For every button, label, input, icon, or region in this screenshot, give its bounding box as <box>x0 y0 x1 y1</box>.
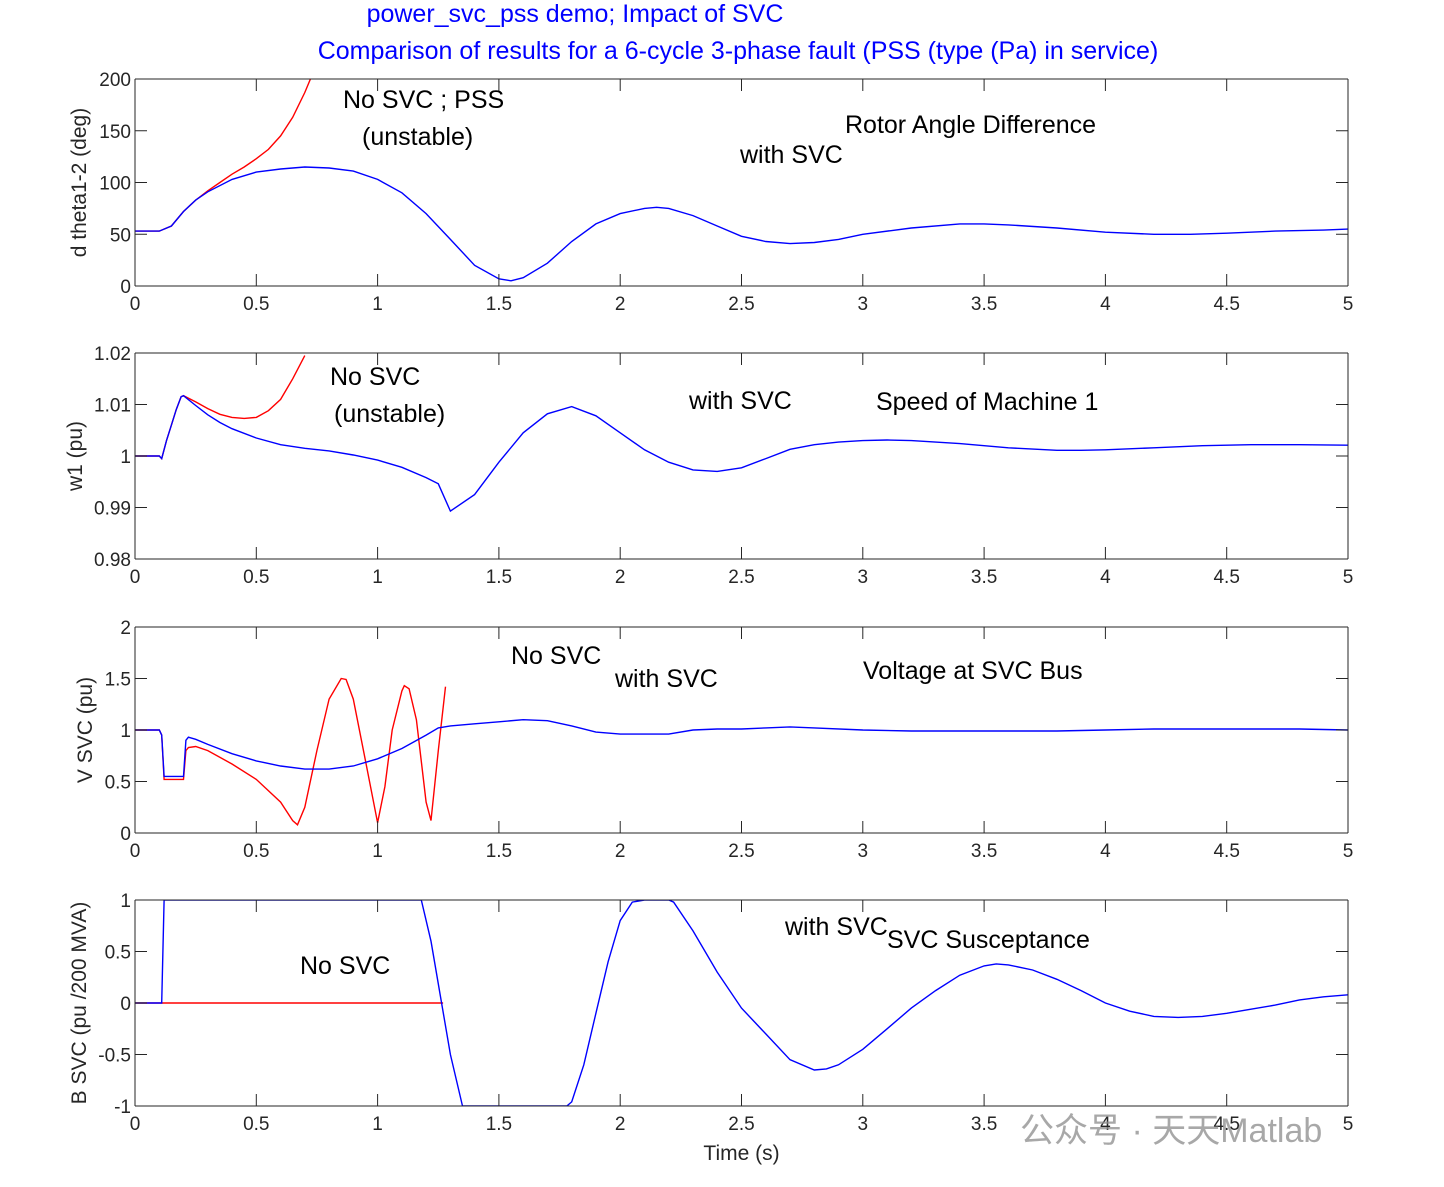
annotation-text: (unstable) <box>334 400 445 428</box>
x-tick-label: 2 <box>615 1114 626 1135</box>
y-tick-label: 0.99 <box>94 499 131 520</box>
x-tick-label: 4 <box>1100 841 1111 862</box>
subplot-2: 0 0.5 1 1.5 2 2.5 3 3.5 4 4.5 5 0.98 0.99 1 1.01 1.02 w1… <box>64 344 1353 588</box>
annotation-text: with SVC <box>784 913 888 941</box>
y-tick-label: 0.98 <box>94 550 131 571</box>
x-tick-label: 1.5 <box>486 294 512 315</box>
y-tick-label: 1 <box>120 721 131 742</box>
y-tick-label: 0.5 <box>105 943 131 964</box>
x-tick-label: 0 <box>130 567 141 588</box>
series-line-with-svc <box>135 718 1348 778</box>
x-tick-label: 4.5 <box>1213 567 1239 588</box>
x-axis-label: Time (s) <box>703 1142 779 1165</box>
x-tick-label: 2.5 <box>728 567 754 588</box>
x-tick-label: 1 <box>372 567 383 588</box>
y-tick-label: 1.5 <box>105 670 131 691</box>
x-tick-label: 1 <box>372 841 383 862</box>
series-line-with-svc <box>135 394 1348 513</box>
y-tick-label: 0.5 <box>105 773 131 794</box>
x-tick-label: 4.5 <box>1213 841 1239 862</box>
x-tick-label: 3 <box>858 1114 869 1135</box>
y-tick-label: 1 <box>120 447 131 468</box>
subplot-4: 0 0.5 1 1.5 2 2.5 3 3.5 4 4.5 5 -1 -0.5 0 0.5 1 B SVC (p… <box>68 891 1353 1165</box>
annotation-text: with SVC <box>688 387 792 415</box>
y-axis-label: d theta1-2 (deg) <box>68 108 91 257</box>
x-tick-label: 2 <box>615 567 626 588</box>
x-tick-label: 1.5 <box>486 1114 512 1135</box>
x-tick-label: 1 <box>372 294 383 315</box>
series-line-no-svc <box>135 79 312 232</box>
x-tick-label: 3 <box>858 294 869 315</box>
x-tick-label: 3.5 <box>971 1114 997 1135</box>
x-tick-label: 0.5 <box>243 1114 269 1135</box>
annotation-text: No SVC <box>511 642 601 670</box>
series-line-no-svc <box>135 355 306 461</box>
x-tick-label: 0 <box>130 841 141 862</box>
x-tick-label: 3 <box>858 841 869 862</box>
x-tick-label: 5 <box>1343 567 1354 588</box>
watermark: 公众号 · 天天Matlab <box>1020 1112 1322 1150</box>
x-tick-label: 1 <box>372 1114 383 1135</box>
y-tick-label: 150 <box>99 122 131 143</box>
x-tick-label: 2 <box>615 841 626 862</box>
y-tick-label: 50 <box>110 225 131 246</box>
y-tick-label: 0 <box>120 824 131 845</box>
annotation-text: No SVC ; PSS <box>343 86 504 114</box>
annotation-text: Speed of Machine 1 <box>876 388 1098 416</box>
x-tick-label: 5 <box>1343 294 1354 315</box>
y-tick-label: 1.01 <box>94 396 131 417</box>
annotation-text: with SVC <box>739 141 843 169</box>
y-tick-label: 200 <box>99 70 131 91</box>
annotation-text: Rotor Angle Difference <box>845 111 1096 139</box>
x-tick-label: 1.5 <box>486 841 512 862</box>
y-tick-label: 0 <box>120 994 131 1015</box>
series-line-no-svc <box>135 677 447 826</box>
x-tick-label: 0.5 <box>243 841 269 862</box>
x-tick-label: 4 <box>1100 1114 1111 1135</box>
annotation-text: No SVC <box>330 363 420 391</box>
x-tick-label: 5 <box>1343 1114 1354 1135</box>
x-tick-label: 0 <box>130 1114 141 1135</box>
x-tick-label: 4 <box>1100 567 1111 588</box>
x-tick-label: 2.5 <box>728 294 754 315</box>
x-tick-label: 2.5 <box>728 841 754 862</box>
x-tick-label: 5 <box>1343 841 1354 862</box>
x-tick-label: 4.5 <box>1213 1114 1239 1135</box>
x-tick-label: 3.5 <box>971 567 997 588</box>
annotation-text: with SVC <box>614 665 718 693</box>
x-tick-label: 0.5 <box>243 567 269 588</box>
x-tick-label: 3 <box>858 567 869 588</box>
y-tick-label: -1 <box>114 1097 131 1118</box>
annotation-text: (unstable) <box>362 123 473 151</box>
x-tick-label: 2 <box>615 294 626 315</box>
y-tick-label: 1.02 <box>94 344 131 365</box>
y-axis-label: B SVC (pu /200 MVA) <box>68 902 91 1105</box>
x-tick-label: 1.5 <box>486 567 512 588</box>
x-tick-label: 4 <box>1100 294 1111 315</box>
series-line-with-svc <box>135 900 1348 1106</box>
x-tick-label: 2.5 <box>728 1114 754 1135</box>
annotation-text: Voltage at SVC Bus <box>863 657 1083 685</box>
title-line-1: power_svc_pss demo; Impact of SVC <box>367 0 784 28</box>
y-axis-label: V SVC (pu) <box>74 677 97 783</box>
y-tick-label: 100 <box>99 174 131 195</box>
x-tick-label: 0.5 <box>243 294 269 315</box>
series-line-with-svc <box>135 166 1348 282</box>
x-tick-label: 4.5 <box>1213 294 1239 315</box>
y-tick-label: 0 <box>120 277 131 298</box>
x-tick-label: 3.5 <box>971 294 997 315</box>
x-tick-label: 0 <box>130 294 141 315</box>
annotation-text: No SVC <box>300 952 390 980</box>
y-axis-label: w1 (pu) <box>64 421 87 492</box>
annotation-text: SVC Susceptance <box>887 926 1090 954</box>
y-tick-label: 1 <box>120 891 131 912</box>
x-tick-label: 3.5 <box>971 841 997 862</box>
title-line-2: Comparison of results for a 6-cycle 3-ph… <box>318 37 1159 65</box>
y-tick-label: 2 <box>120 618 131 639</box>
subplot-3: 0 0.5 1 1.5 2 2.5 3 3.5 4 4.5 5 0 0.5 1 1.5 2 V SVC (pu)… <box>74 618 1353 862</box>
y-tick-label: -0.5 <box>98 1046 131 1067</box>
